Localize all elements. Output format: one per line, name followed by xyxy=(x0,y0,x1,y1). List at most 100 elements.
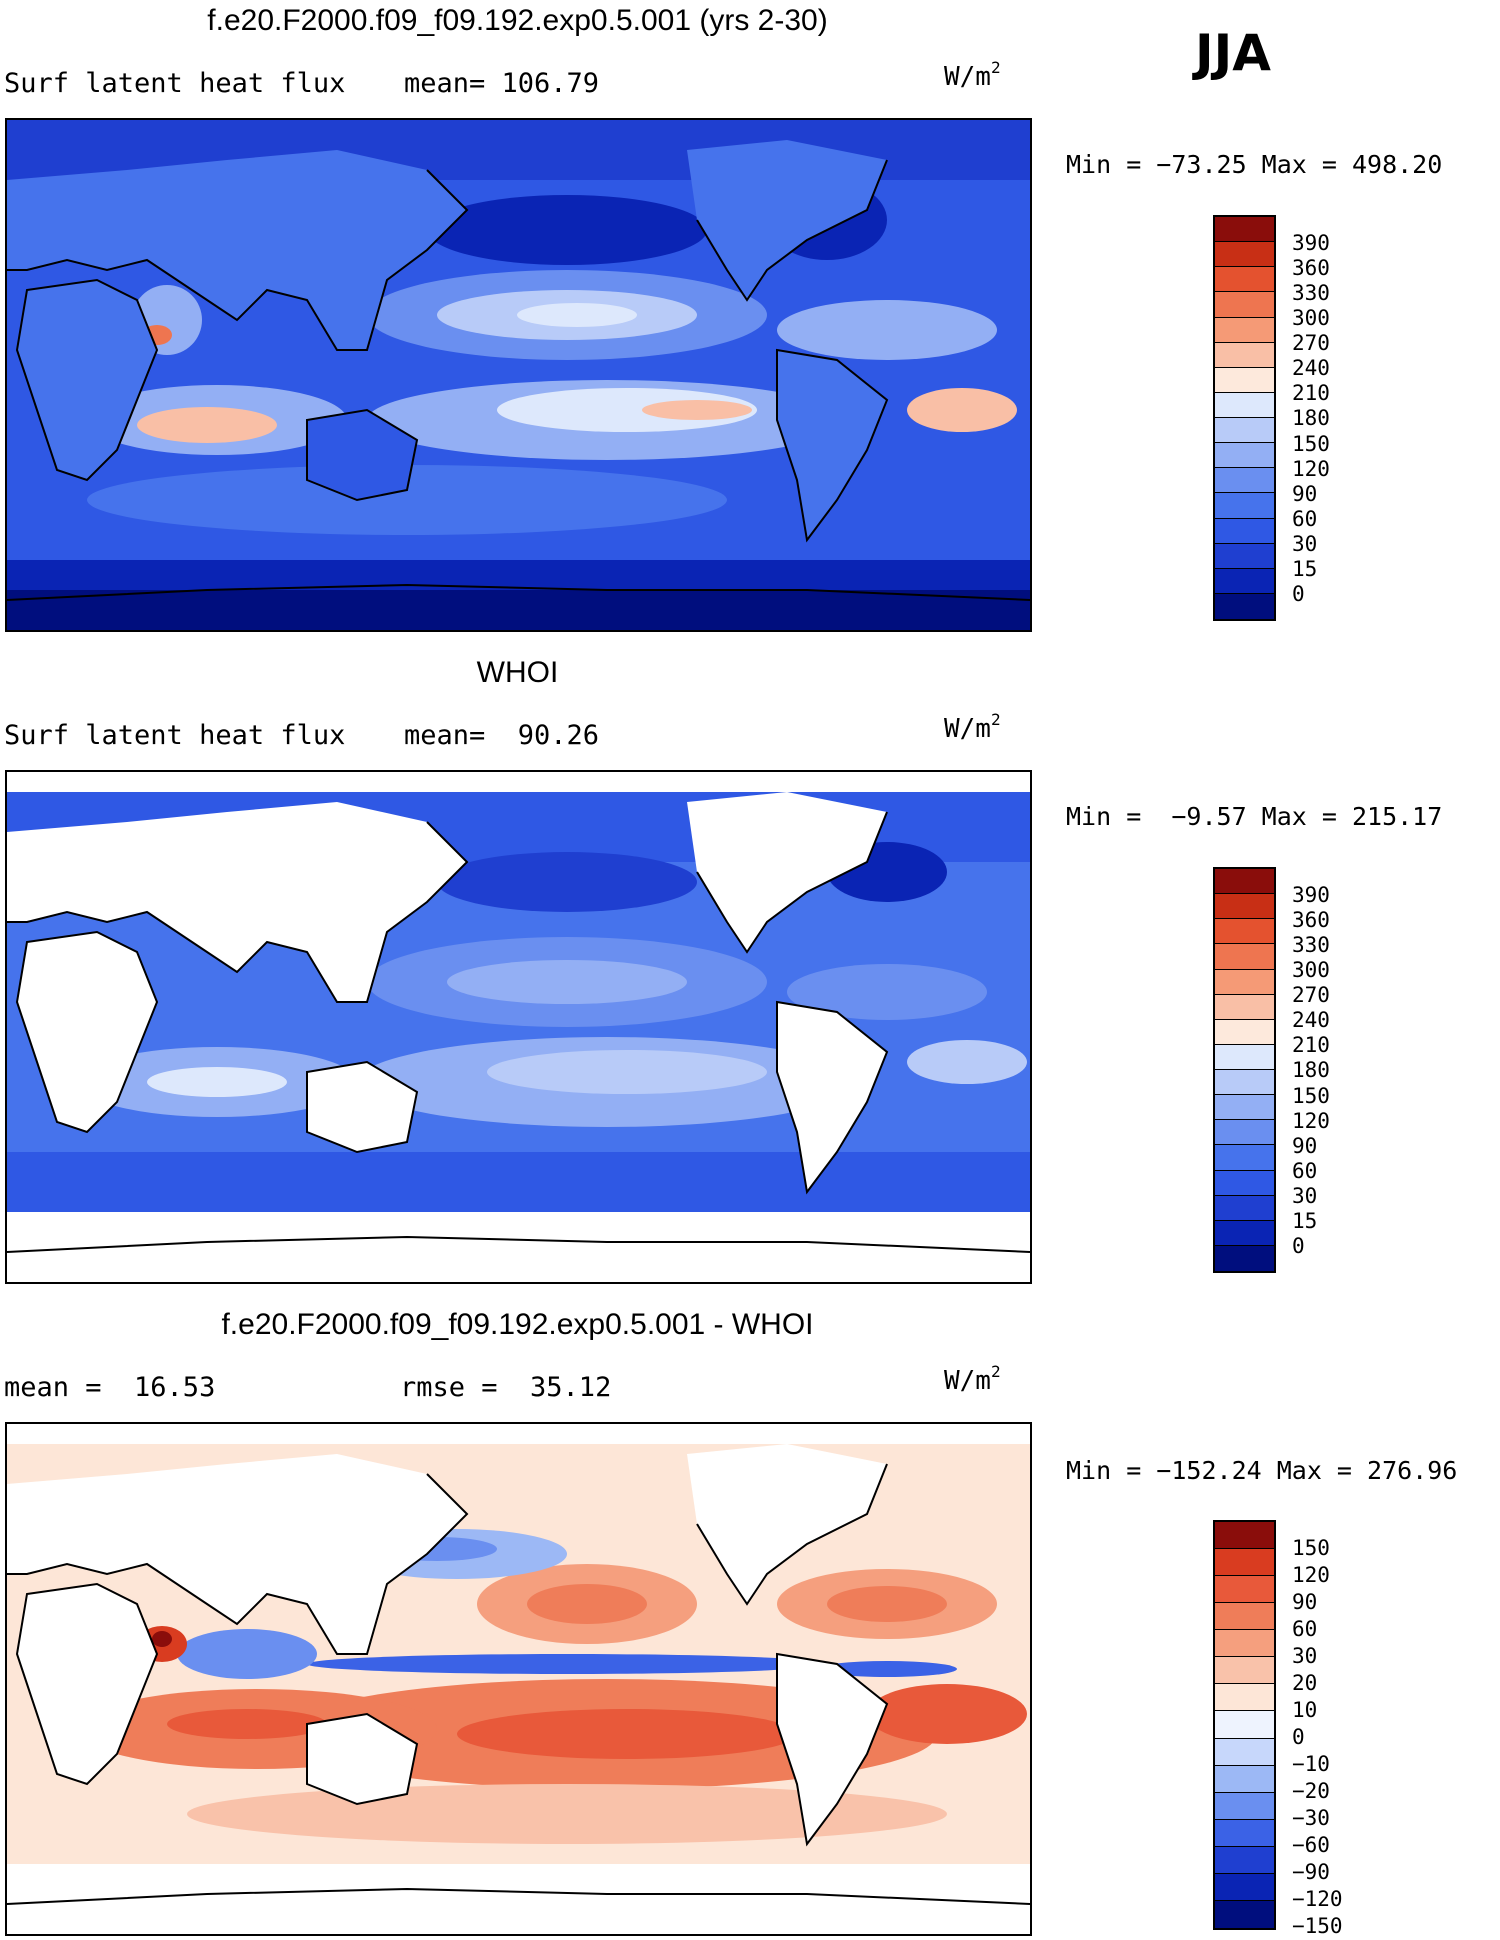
colorbar-tick-label: 30 xyxy=(1292,1184,1318,1209)
colorbar-cell xyxy=(1215,593,1274,619)
australia-land xyxy=(307,410,417,500)
colorbar-cell xyxy=(1215,1657,1274,1685)
colorbar-cell xyxy=(1215,1630,1274,1658)
panel-1-mean-label: mean= 106.79 xyxy=(404,68,600,99)
colorbar-tick-label: 90 xyxy=(1292,1589,1318,1614)
colorbar-tick-label: 0 xyxy=(1292,1725,1305,1749)
colorbar-cell xyxy=(1215,518,1274,544)
panel-2-map xyxy=(5,770,1032,1284)
coastlines xyxy=(7,159,889,543)
colorbar-tick-label: 60 xyxy=(1292,1616,1318,1641)
panel-2-colorbar xyxy=(1213,867,1276,1273)
panel-1-units: W/m2 xyxy=(944,58,1001,92)
africa-land xyxy=(17,280,157,480)
panel-1-minmax: Min = −73.25 Max = 498.20 xyxy=(1066,150,1443,179)
panel-1-field-label: Surf latent heat flux xyxy=(4,68,346,99)
colorbar-tick-label: −150 xyxy=(1292,1914,1343,1939)
colorbar-tick-label: 150 xyxy=(1292,1083,1330,1108)
colorbar-cell xyxy=(1215,1549,1274,1577)
colorbar-tick-label: 240 xyxy=(1292,1008,1330,1033)
colorbar-tick-label: 30 xyxy=(1292,1643,1318,1668)
colorbar-tick-label: 90 xyxy=(1292,481,1318,506)
colorbar-tick-label: 90 xyxy=(1292,1133,1318,1158)
colorbar-tick-label: −20 xyxy=(1292,1779,1330,1804)
colorbar-cell xyxy=(1215,267,1274,293)
panel-2-map-svg xyxy=(7,772,1030,1282)
colorbar-tick-label: 270 xyxy=(1292,983,1330,1008)
colorbar-tick-label: 10 xyxy=(1292,1697,1318,1722)
colorbar-cell xyxy=(1215,944,1274,970)
colorbar-cell xyxy=(1215,568,1274,594)
colorbar-cell xyxy=(1215,869,1274,895)
colorbar-cell xyxy=(1215,1873,1274,1901)
colorbar-cell xyxy=(1215,468,1274,494)
coastlines xyxy=(7,811,1030,1253)
colorbar-cell xyxy=(1215,1522,1274,1550)
colorbar-cell xyxy=(1215,1846,1274,1874)
colorbar-tick-label: 15 xyxy=(1292,1209,1318,1234)
panel-3-colorbar-ticks: 150 120 90 60 30 20 10 0 −10 −20 −30 −60 −90 −120 −150 xyxy=(1292,1534,1372,1939)
colorbar-tick-label: 15 xyxy=(1292,557,1318,582)
colorbar-cell xyxy=(1215,1765,1274,1793)
colorbar-cell xyxy=(1215,317,1274,343)
colorbar-tick-label: 330 xyxy=(1292,932,1330,957)
south-america-land xyxy=(777,350,887,540)
colorbar-tick-label: 60 xyxy=(1292,1158,1318,1183)
colorbar-cell xyxy=(1215,1195,1274,1221)
colorbar-cell xyxy=(1215,392,1274,418)
colorbar-tick-label: 120 xyxy=(1292,1562,1330,1587)
panel-2-units: W/m2 xyxy=(944,710,1001,744)
colorbar-cell xyxy=(1215,994,1274,1020)
colorbar-cell xyxy=(1215,894,1274,920)
panel-1-map xyxy=(5,118,1032,632)
colorbar-tick-label: 150 xyxy=(1292,431,1330,456)
colorbar-tick-label: 60 xyxy=(1292,506,1318,531)
colorbar-tick-label: 240 xyxy=(1292,356,1330,381)
colorbar-tick-label: −90 xyxy=(1292,1860,1330,1885)
colorbar-tick-label: 0 xyxy=(1292,1234,1305,1259)
colorbar-cell xyxy=(1215,1070,1274,1096)
colorbar-tick-label: −30 xyxy=(1292,1806,1330,1831)
colorbar-cell xyxy=(1215,367,1274,393)
panel-3-minmax: Min = −152.24 Max = 276.96 xyxy=(1066,1456,1458,1485)
colorbar-cell xyxy=(1215,969,1274,995)
colorbar-cell xyxy=(1215,493,1274,519)
colorbar-tick-label: 360 xyxy=(1292,907,1330,932)
panel-2-title: WHOI xyxy=(476,656,559,689)
colorbar-cell xyxy=(1215,292,1274,318)
panel-1-map-svg xyxy=(7,120,1030,630)
panel-1-colorbar xyxy=(1213,215,1276,621)
colorbar-tick-label: 330 xyxy=(1292,280,1330,305)
colorbar-tick-label: 270 xyxy=(1292,331,1330,356)
land-mask xyxy=(7,772,1030,1282)
colorbar-tick-label: −10 xyxy=(1292,1752,1330,1777)
colorbar-cell xyxy=(1215,543,1274,569)
colorbar-cell xyxy=(1215,1684,1274,1712)
colorbar-tick-label: −60 xyxy=(1292,1833,1330,1858)
panel-2-colorbar-ticks: 390 360 330 300 270 240 210 180 150 120 90 60 30 15 0 xyxy=(1292,882,1372,1262)
colorbar-cell xyxy=(1215,1120,1274,1146)
colorbar-tick-label: 0 xyxy=(1292,582,1305,607)
land-mask xyxy=(7,1424,1030,1934)
panel-2-field-label: Surf latent heat flux xyxy=(4,720,346,751)
colorbar-cell xyxy=(1215,1603,1274,1631)
colorbar-cell xyxy=(1215,418,1274,444)
eurasia-land xyxy=(7,150,467,350)
colorbar-cell xyxy=(1215,1576,1274,1604)
colorbar-tick-label: 30 xyxy=(1292,532,1318,557)
season-label: JJA xyxy=(1195,24,1271,82)
colorbar-tick-label: 300 xyxy=(1292,305,1330,330)
colorbar-tick-label: 390 xyxy=(1292,230,1330,255)
panel-3-rmse-label: rmse = 35.12 xyxy=(400,1372,612,1403)
colorbar-cell xyxy=(1215,217,1274,243)
colorbar-cell xyxy=(1215,1711,1274,1739)
colorbar-cell xyxy=(1215,342,1274,368)
colorbar-cell xyxy=(1215,1044,1274,1070)
colorbar-tick-label: 150 xyxy=(1292,1535,1330,1560)
north-america-land xyxy=(687,140,887,300)
colorbar-cell xyxy=(1215,1738,1274,1766)
colorbar-tick-label: 210 xyxy=(1292,381,1330,406)
panel-3-units: W/m2 xyxy=(944,1362,1001,1396)
colorbar-tick-label: −120 xyxy=(1292,1887,1343,1912)
panel-3-colorbar xyxy=(1213,1520,1276,1930)
